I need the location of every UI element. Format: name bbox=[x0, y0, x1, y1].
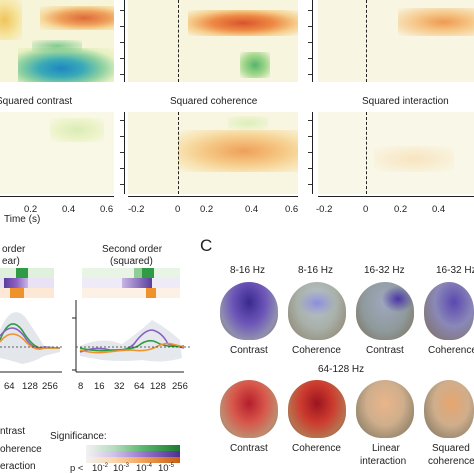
brain-contrast-16-32 bbox=[356, 282, 414, 340]
panel-letter-c: C bbox=[200, 236, 213, 255]
brain-label-contrast-1: Contrast bbox=[230, 345, 268, 356]
freq-label-3: 16-32 Hz bbox=[364, 265, 405, 276]
xtick-right-neg0.2: -0.2 bbox=[316, 204, 333, 215]
panel-title-squared-coherence: Squared coherence bbox=[170, 96, 258, 107]
xtick-second-32: 32 bbox=[114, 381, 125, 392]
brain-coherence-64-128 bbox=[288, 380, 346, 438]
xtick-left-0.4: 0.4 bbox=[62, 204, 76, 215]
brain-coherence-8-16 bbox=[288, 282, 346, 340]
panel-title-squared-interaction: Squared interaction bbox=[362, 96, 449, 107]
line-coherence-second-order bbox=[79, 329, 185, 353]
xtick-mid-0: 0 bbox=[175, 204, 181, 215]
heatmap-squared-interaction-top bbox=[318, 0, 474, 82]
brain-contrast-64-128 bbox=[220, 380, 278, 438]
line-coherence-first-order bbox=[0, 327, 61, 349]
second-order-spectrum-plot bbox=[72, 300, 190, 373]
xtick-second-16: 16 bbox=[94, 381, 105, 392]
brain-label-coherence-2: Coherence bbox=[428, 345, 474, 356]
sig-tick-1e-4: 10-4 bbox=[136, 463, 152, 474]
zero-line-top-mid bbox=[178, 0, 179, 82]
freq-label-2: 8-16 Hz bbox=[298, 265, 334, 276]
xtick-first-64: 64 bbox=[4, 381, 15, 392]
y-axis-bottom-right bbox=[312, 112, 313, 194]
xtick-second-256: 256 bbox=[172, 381, 188, 392]
brain-coherence-16-32 bbox=[424, 282, 474, 340]
sig-tick-1e-2: 10-2 bbox=[92, 463, 108, 474]
legend-interaction: eraction bbox=[0, 461, 36, 472]
xtick-mid-0.6: 0.6 bbox=[285, 204, 299, 215]
sig-p-label: p < bbox=[70, 463, 84, 474]
line-interaction-first-order bbox=[0, 333, 60, 350]
first-order-title-line1: order bbox=[2, 244, 26, 255]
significance-colorbar bbox=[86, 445, 180, 463]
brain-label-contrast-2: Contrast bbox=[366, 345, 404, 356]
brain-contrast-8-16 bbox=[220, 282, 278, 340]
heatmap-squared-coherence-bottom bbox=[128, 112, 298, 194]
x-axis-left bbox=[0, 196, 114, 197]
xtick-right-0.2: 0.2 bbox=[394, 204, 408, 215]
heatmap-squared-interaction-bottom bbox=[318, 112, 474, 194]
second-order-title-line1: Second order bbox=[102, 244, 163, 255]
brain-label-linear: Linear bbox=[372, 443, 400, 454]
heatmap-squared-coherence-top bbox=[128, 0, 298, 82]
significance-label: Significance: bbox=[50, 431, 107, 442]
legend-coherence: oherence bbox=[0, 444, 42, 455]
zero-line-bottom-mid bbox=[178, 112, 179, 194]
x-axis-label-time: Time (s) bbox=[4, 214, 41, 225]
sig-tick-1e-3: 10-3 bbox=[113, 463, 129, 474]
first-order-spectrum-plot bbox=[0, 312, 62, 373]
brain-label-contrast-3: Contrast bbox=[230, 443, 268, 454]
second-order-title-line2: (squared) bbox=[110, 256, 153, 267]
xtick-second-8: 8 bbox=[78, 381, 84, 392]
xtick-mid-neg0.2: -0.2 bbox=[128, 204, 145, 215]
line-interaction-second-order bbox=[79, 342, 185, 354]
x-axis-right bbox=[318, 196, 474, 197]
brain-label-squared: Squared bbox=[432, 443, 470, 454]
xtick-right-0: 0 bbox=[363, 204, 369, 215]
brain-label-interaction: interaction bbox=[360, 456, 407, 467]
xtick-first-128: 128 bbox=[22, 381, 38, 392]
y-axis-top-mid bbox=[124, 0, 125, 82]
significance-strip-first-order bbox=[0, 268, 54, 298]
x-axis-mid bbox=[128, 196, 298, 197]
significance-strip-second-order bbox=[82, 268, 180, 298]
zero-line-top-right bbox=[366, 0, 367, 82]
sig-tick-1e-5: 10-5 bbox=[158, 463, 174, 474]
shaded-band-first-order bbox=[0, 312, 60, 364]
panel-title-squared-contrast: Squared contrast bbox=[0, 96, 73, 107]
freq-label-64-128: 64-128 Hz bbox=[318, 364, 365, 375]
freq-label-4: 16-32 Hz bbox=[436, 265, 474, 276]
xtick-second-128: 128 bbox=[150, 381, 166, 392]
heatmap-squared-contrast-bottom bbox=[0, 112, 114, 194]
xtick-left-0.6: 0.6 bbox=[100, 204, 114, 215]
xtick-first-256: 256 bbox=[42, 381, 58, 392]
xtick-right-0.4: 0.4 bbox=[432, 204, 446, 215]
legend-contrast: ntrast bbox=[0, 426, 26, 437]
freq-label-1: 8-16 Hz bbox=[230, 265, 266, 276]
brain-label-coherence-1: Coherence bbox=[292, 345, 341, 356]
heatmap-squared-contrast-top bbox=[0, 0, 114, 82]
xtick-left-0.2: 0.2 bbox=[24, 204, 38, 215]
brain-label-squared-coherence: coherence bbox=[428, 456, 474, 467]
brain-label-coherence-3: Coherence bbox=[292, 443, 341, 454]
zero-line-bottom-right bbox=[366, 112, 367, 194]
xtick-mid-0.2: 0.2 bbox=[200, 204, 214, 215]
y-axis-top-right bbox=[312, 0, 313, 82]
first-order-title-line2: ear) bbox=[2, 256, 20, 267]
brain-linear-interaction-64-128 bbox=[356, 380, 414, 438]
y-axis-bottom-mid bbox=[124, 112, 125, 194]
xtick-mid-0.4: 0.4 bbox=[245, 204, 259, 215]
brain-squared-coherence-64-128 bbox=[424, 380, 474, 438]
xtick-second-64: 64 bbox=[134, 381, 145, 392]
